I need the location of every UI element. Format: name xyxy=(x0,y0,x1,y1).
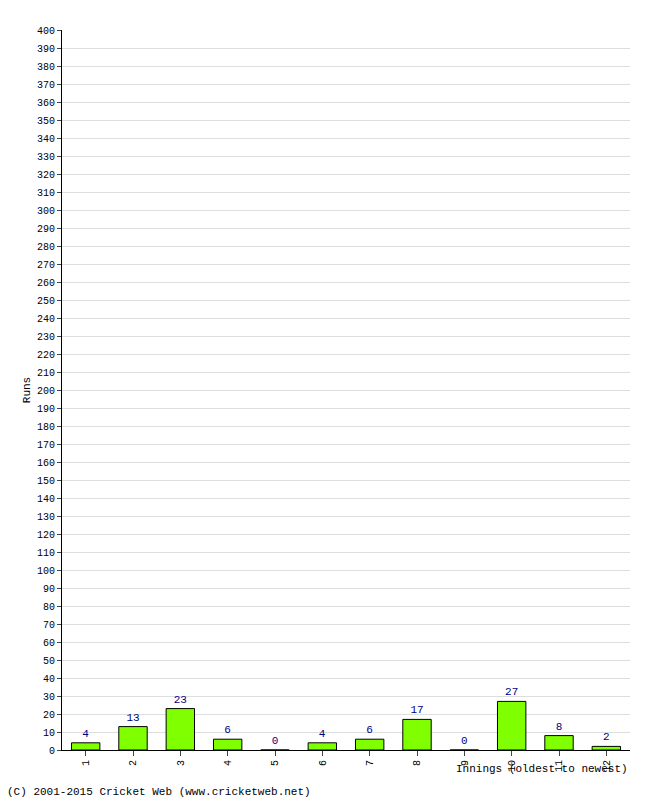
svg-text:100: 100 xyxy=(37,566,55,577)
svg-text:220: 220 xyxy=(37,350,55,361)
svg-text:10: 10 xyxy=(43,728,55,739)
svg-text:90: 90 xyxy=(43,584,55,595)
svg-text:23: 23 xyxy=(174,694,187,706)
svg-text:110: 110 xyxy=(37,548,55,559)
svg-text:5: 5 xyxy=(270,760,281,766)
svg-text:30: 30 xyxy=(43,692,55,703)
svg-text:380: 380 xyxy=(37,62,55,73)
svg-text:320: 320 xyxy=(37,170,55,181)
svg-text:170: 170 xyxy=(37,440,55,451)
svg-text:200: 200 xyxy=(37,386,55,397)
svg-text:4: 4 xyxy=(82,728,89,740)
svg-text:6: 6 xyxy=(366,724,373,736)
svg-text:340: 340 xyxy=(37,134,55,145)
svg-text:80: 80 xyxy=(43,602,55,613)
svg-text:60: 60 xyxy=(43,638,55,649)
svg-text:140: 140 xyxy=(37,494,55,505)
svg-text:2: 2 xyxy=(128,760,139,766)
svg-text:280: 280 xyxy=(37,242,55,253)
svg-text:130: 130 xyxy=(37,512,55,523)
svg-text:Innings (oldest to newest): Innings (oldest to newest) xyxy=(456,763,628,775)
svg-text:9: 9 xyxy=(460,760,471,766)
svg-text:260: 260 xyxy=(37,278,55,289)
svg-text:310: 310 xyxy=(37,188,55,199)
svg-text:240: 240 xyxy=(37,314,55,325)
svg-text:8: 8 xyxy=(556,721,563,733)
svg-text:27: 27 xyxy=(505,686,518,698)
svg-text:0: 0 xyxy=(272,735,279,747)
svg-text:10: 10 xyxy=(507,760,518,772)
svg-text:50: 50 xyxy=(43,656,55,667)
svg-text:230: 230 xyxy=(37,332,55,343)
svg-text:120: 120 xyxy=(37,530,55,541)
svg-text:4: 4 xyxy=(319,728,326,740)
svg-text:4: 4 xyxy=(223,760,234,766)
svg-text:70: 70 xyxy=(43,620,55,631)
svg-text:210: 210 xyxy=(37,368,55,379)
svg-text:270: 270 xyxy=(37,260,55,271)
svg-text:390: 390 xyxy=(37,44,55,55)
svg-text:40: 40 xyxy=(43,674,55,685)
svg-text:6: 6 xyxy=(318,760,329,766)
svg-text:12: 12 xyxy=(602,760,613,772)
svg-text:400: 400 xyxy=(37,26,55,37)
svg-text:350: 350 xyxy=(37,116,55,127)
svg-text:7: 7 xyxy=(365,760,376,766)
svg-text:3: 3 xyxy=(176,760,187,766)
svg-text:(C) 2001-2015 Cricket Web (www: (C) 2001-2015 Cricket Web (www.cricketwe… xyxy=(7,786,311,798)
svg-text:360: 360 xyxy=(37,98,55,109)
svg-text:1: 1 xyxy=(81,760,92,766)
svg-text:6: 6 xyxy=(224,724,231,736)
svg-text:13: 13 xyxy=(126,712,139,724)
svg-text:160: 160 xyxy=(37,458,55,469)
svg-text:0: 0 xyxy=(461,735,468,747)
svg-text:Runs: Runs xyxy=(21,377,33,403)
svg-text:0: 0 xyxy=(49,746,55,757)
svg-text:20: 20 xyxy=(43,710,55,721)
svg-text:17: 17 xyxy=(410,704,423,716)
svg-text:11: 11 xyxy=(554,760,565,772)
svg-text:250: 250 xyxy=(37,296,55,307)
svg-text:330: 330 xyxy=(37,152,55,163)
svg-text:300: 300 xyxy=(37,206,55,217)
svg-text:290: 290 xyxy=(37,224,55,235)
svg-text:180: 180 xyxy=(37,422,55,433)
svg-text:370: 370 xyxy=(37,80,55,91)
svg-text:190: 190 xyxy=(37,404,55,415)
svg-text:2: 2 xyxy=(603,731,610,743)
svg-text:150: 150 xyxy=(37,476,55,487)
svg-text:8: 8 xyxy=(412,760,423,766)
